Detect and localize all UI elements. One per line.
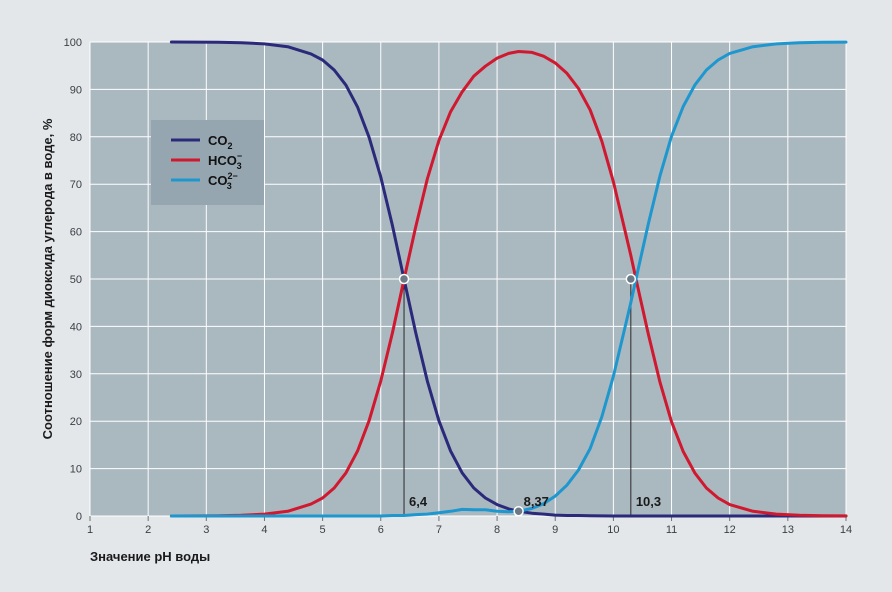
x-tick-label: 10: [607, 524, 619, 536]
x-tick-label: 6: [378, 524, 384, 536]
marker-drop-lines: [403, 279, 632, 516]
x-tick-label: 7: [436, 524, 442, 536]
x-tick-label: 4: [261, 524, 267, 536]
x-axis-title: Значение pH воды: [90, 549, 210, 564]
y-tick-label: 30: [70, 369, 82, 381]
legend-box: [151, 120, 264, 205]
legend-label: CO2− 3: [208, 171, 238, 191]
intersection-point: [513, 506, 524, 517]
y-axis-title: Соотношение форм диоксида углерода в вод…: [40, 118, 55, 439]
x-tick-label: 5: [320, 524, 326, 536]
y-tick-label: 10: [70, 464, 82, 476]
marker-label: 6,4: [409, 494, 428, 509]
x-axis-ticks: 1 2 3 4 5 6 7 8 9 10 11 12 13 14: [87, 516, 852, 536]
y-axis-ticks: 0 10 20 30 40 50 60 70 80 90 100: [64, 37, 82, 523]
intersection-markers: 6,4 8,37 10,3: [398, 273, 661, 517]
y-tick-label: 90: [70, 84, 82, 96]
y-tick-label: 70: [70, 179, 82, 191]
y-tick-label: 40: [70, 321, 82, 333]
x-tick-label: 9: [552, 524, 558, 536]
x-tick-label: 11: [666, 524, 677, 536]
y-tick-label: 50: [70, 274, 82, 286]
legend-label: CO2: [208, 133, 233, 151]
x-tick-label: 12: [724, 524, 736, 536]
x-tick-label: 3: [203, 524, 209, 536]
legend-label: HCO− 3: [208, 151, 242, 171]
y-tick-label: 80: [70, 132, 82, 144]
y-tick-label: 100: [64, 37, 82, 49]
y-tick-label: 0: [76, 511, 82, 523]
marker-label: 8,37: [524, 494, 549, 509]
x-tick-label: 14: [840, 524, 852, 536]
x-tick-label: 1: [87, 524, 93, 536]
series-line-2: [169, 50, 848, 518]
y-tick-label: 20: [70, 416, 82, 428]
x-tick-label: 13: [782, 524, 794, 536]
intersection-point: [398, 273, 410, 285]
intersection-point: [625, 273, 637, 285]
y-tick-label: 60: [70, 227, 82, 239]
marker-label: 10,3: [636, 494, 661, 509]
x-tick-label: 8: [494, 524, 500, 536]
x-tick-label: 2: [145, 524, 151, 536]
